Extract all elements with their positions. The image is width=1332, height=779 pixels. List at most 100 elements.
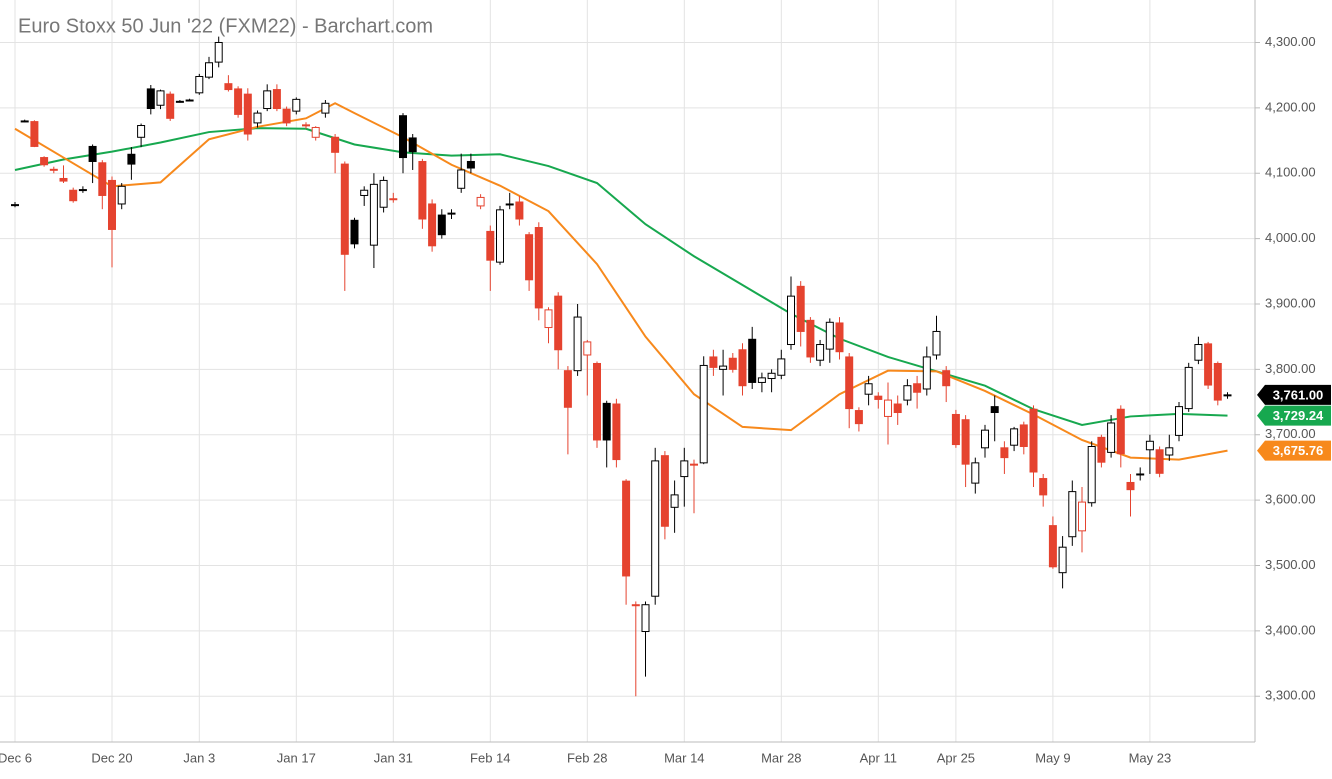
candle-body [1010, 428, 1019, 446]
x-tick-label: Jan 17 [277, 750, 316, 765]
price-tags: 3,729.24 3,675.76 3,761.00 [1257, 384, 1331, 461]
price-tag-label: 3,729.24 [1273, 408, 1324, 423]
y-tick-label: 4,000.00 [1265, 230, 1316, 245]
candle-body [738, 349, 747, 387]
candle-body [651, 460, 660, 597]
candle-body [1097, 436, 1106, 463]
candle-body [719, 365, 728, 370]
candle-body [1068, 491, 1077, 538]
candle-body [942, 370, 951, 387]
candle-body [418, 160, 427, 220]
candle-body [30, 121, 39, 147]
x-tick-label: May 9 [1035, 750, 1070, 765]
x-tick-label: Dec 20 [91, 750, 132, 765]
x-tick-label: Mar 28 [761, 750, 801, 765]
candle-body [699, 364, 708, 464]
candle-body [127, 153, 136, 165]
candle-body [98, 162, 107, 196]
candle-body [1058, 546, 1067, 574]
candle-body [59, 177, 68, 182]
candle-body [874, 395, 883, 400]
candle-body [602, 402, 611, 441]
candle-body [534, 227, 543, 309]
candle-body [1184, 366, 1193, 410]
candle-body [263, 90, 272, 110]
candle-body [292, 98, 301, 112]
candle-body [40, 157, 49, 166]
candle-body [175, 100, 184, 103]
chart-title: Euro Stoxx 50 Jun '22 (FXM22) - Barchart… [18, 15, 433, 37]
candle-body [49, 168, 58, 171]
moving-average [14, 127, 1228, 426]
candle-body [156, 90, 165, 106]
candle-body [457, 169, 466, 189]
candle-body [777, 358, 786, 376]
candle-body [728, 357, 737, 370]
price-tag [1257, 440, 1331, 461]
candle-body [932, 330, 941, 356]
candle-body [282, 108, 291, 124]
y-tick-label: 3,800.00 [1265, 361, 1316, 376]
candle-body [971, 462, 980, 484]
x-tick-label: Apr 11 [860, 750, 897, 765]
candle-body [476, 196, 485, 207]
x-tick-label: Mar 14 [664, 750, 704, 765]
candle-body [1000, 447, 1009, 459]
candle-body [1145, 440, 1154, 451]
candle-body [641, 604, 650, 633]
candle-body [108, 179, 116, 230]
candle-body [612, 403, 621, 461]
candle-body [1087, 446, 1096, 504]
candle-body [990, 406, 999, 414]
candle-body [1107, 422, 1116, 453]
candle-body [69, 189, 78, 202]
x-tick-label: Jan 31 [374, 750, 413, 765]
candle-body [195, 75, 204, 94]
candle-body [554, 295, 563, 351]
y-tick-label: 4,300.00 [1265, 34, 1316, 49]
candle-body [88, 145, 97, 162]
candle-body [816, 344, 825, 361]
price-tag-label: 3,675.76 [1273, 443, 1324, 458]
candle-body [981, 429, 989, 449]
candle-body [1175, 406, 1183, 436]
candle-body [893, 403, 902, 414]
candle-body [331, 136, 340, 153]
y-tick-label: 3,600.00 [1265, 492, 1316, 507]
candle-body [515, 201, 524, 220]
candle-body [854, 410, 863, 425]
candle-body [496, 209, 504, 263]
candle-body [466, 160, 475, 169]
candle-body [757, 377, 766, 383]
candle-body [399, 115, 407, 159]
candle-body [1126, 481, 1135, 491]
price-tag [1257, 384, 1331, 405]
candle-body [573, 316, 582, 372]
candle-body [913, 383, 922, 393]
candle-body [961, 419, 970, 465]
x-tick-label: Feb 28 [567, 750, 607, 765]
candle-body [447, 212, 456, 215]
candle-body [205, 62, 213, 78]
candle-body [767, 372, 776, 380]
candle-body [185, 99, 194, 102]
candle-body [1029, 408, 1038, 473]
candle-body [166, 93, 175, 119]
candle-body [845, 356, 854, 410]
candle-body [505, 203, 514, 206]
candle-body [20, 120, 29, 123]
candle-body [360, 189, 369, 196]
candle-body [243, 93, 252, 135]
candle-body [340, 163, 349, 255]
candle-body [1078, 501, 1086, 532]
y-tick-label: 3,400.00 [1265, 622, 1316, 637]
candle-body [253, 112, 262, 124]
y-tick-label: 4,100.00 [1265, 165, 1316, 180]
candle-body [117, 185, 126, 205]
grid: 3,300.00 3,400.00 3,500.00 3,600.00 3,700.00… [0, 0, 1316, 765]
candle-body [1213, 362, 1222, 401]
candle-body [563, 370, 572, 408]
candle-body [1223, 394, 1232, 397]
candle-body [1194, 344, 1203, 361]
